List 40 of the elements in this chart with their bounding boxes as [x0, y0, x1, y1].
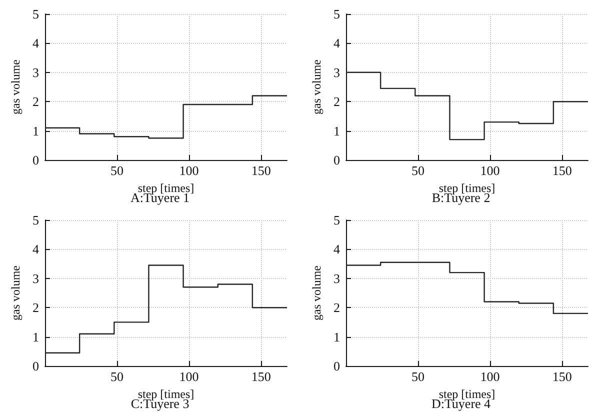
- y-tick-label: 3: [32, 64, 39, 80]
- y-tick-label: 2: [334, 300, 340, 316]
- x-tick-label: 150: [552, 163, 572, 178]
- y-tick-label: 2: [32, 300, 39, 316]
- x-tick-label: 150: [251, 163, 271, 178]
- y-tick-label: 0: [32, 152, 39, 168]
- x-tick-label: 100: [480, 369, 500, 384]
- y-tick-label: 2: [334, 94, 340, 110]
- y-axis-title: gas volume: [310, 266, 324, 320]
- y-tick-label: 3: [334, 270, 340, 286]
- y-tick-label: 2: [32, 94, 39, 110]
- y-tick-label: 5: [334, 6, 340, 22]
- y-tick-label: 4: [32, 36, 40, 51]
- y-axis-title: gas volume: [8, 266, 23, 320]
- y-axis-title: gas volume: [8, 60, 23, 114]
- y-tick-label: 4: [334, 36, 340, 51]
- x-tick-label: 100: [179, 163, 199, 178]
- y-tick-label: 4: [334, 242, 340, 257]
- x-tick-label: 100: [480, 163, 500, 178]
- y-tick-label: 5: [32, 6, 39, 22]
- x-tick-label: 50: [110, 369, 124, 384]
- y-tick-label: 5: [32, 212, 39, 228]
- y-tick-label: 1: [32, 123, 39, 138]
- y-tick-label: 5: [334, 212, 340, 228]
- x-tick-label: 50: [110, 163, 124, 178]
- y-tick-label: 1: [334, 123, 340, 138]
- y-tick-label: 3: [32, 270, 39, 286]
- y-tick-label: 0: [32, 358, 39, 374]
- x-tick-label: 50: [412, 163, 425, 178]
- y-tick-label: 3: [334, 64, 340, 80]
- x-tick-label: 150: [251, 369, 271, 384]
- y-tick-label: 1: [334, 329, 340, 344]
- y-axis-title: gas volume: [310, 60, 324, 114]
- y-tick-label: 0: [334, 152, 340, 168]
- y-tick-label: 1: [32, 329, 39, 344]
- x-tick-label: 150: [552, 369, 572, 384]
- y-tick-label: 0: [334, 358, 340, 374]
- x-tick-label: 100: [179, 369, 199, 384]
- y-tick-label: 4: [32, 242, 40, 257]
- x-tick-label: 50: [412, 369, 425, 384]
